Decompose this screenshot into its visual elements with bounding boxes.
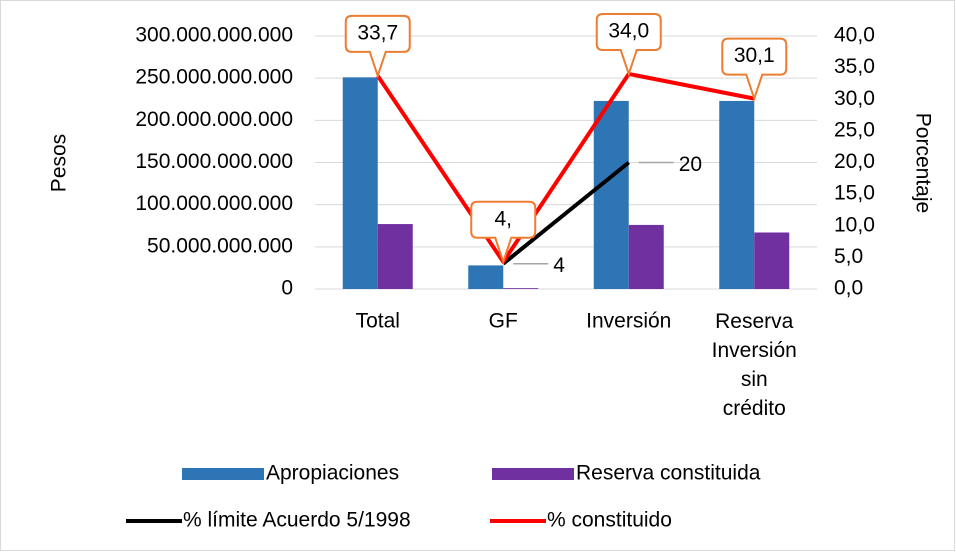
legend-label: Apropiaciones xyxy=(266,462,399,485)
legend-label: % límite Acuerdo 5/1998 xyxy=(183,509,411,532)
bar xyxy=(754,232,790,289)
y2-tick-label: 40,0 xyxy=(834,24,875,47)
y2-tick-label: 25,0 xyxy=(834,118,875,141)
y2-tick-label: 20,0 xyxy=(834,150,875,173)
y-tick-label: 0 xyxy=(281,277,293,300)
bar xyxy=(593,100,629,289)
data-label: 34,0 xyxy=(608,20,649,43)
y-tick-label: 250.000.000.000 xyxy=(135,66,293,89)
y-tick-label: 50.000.000.000 xyxy=(147,234,293,257)
y-axis-title: Pesos xyxy=(48,134,71,192)
legend-label: % constituido xyxy=(547,509,672,532)
callout xyxy=(344,14,411,80)
y-tick-label: 150.000.000.000 xyxy=(135,150,293,173)
data-label: 33,7 xyxy=(357,21,398,44)
y2-tick-label: 5,0 xyxy=(834,245,863,268)
y2-tick-label: 35,0 xyxy=(834,55,875,78)
legend-swatch xyxy=(182,468,264,480)
bar xyxy=(628,224,664,289)
y2-tick-label: 30,0 xyxy=(834,87,875,110)
y2-tick-label: 10,0 xyxy=(834,213,875,236)
legend-label: Reserva constituida xyxy=(576,462,761,485)
data-label: 30,1 xyxy=(734,44,775,67)
x-tick-label: GF xyxy=(489,310,518,333)
y2-tick-label: 0,0 xyxy=(834,277,863,300)
x-tick-label: Reserva Inversión sin crédito xyxy=(712,310,797,420)
bar xyxy=(503,288,539,289)
data-label: 4 xyxy=(553,254,565,277)
data-label: 20 xyxy=(679,153,702,176)
x-tick-label: Total xyxy=(356,310,400,333)
y2-tick-label: 15,0 xyxy=(834,182,875,205)
y-tick-label: 200.000.000.000 xyxy=(135,108,293,131)
bar xyxy=(719,100,755,289)
y-tick-label: 100.000.000.000 xyxy=(135,192,293,215)
callout xyxy=(595,13,662,78)
callout xyxy=(470,200,537,265)
line xyxy=(376,71,755,264)
y2-axis-title: Porcentaje xyxy=(911,113,934,213)
bar xyxy=(342,77,378,289)
bar xyxy=(377,224,413,289)
y-tick-label: 300.000.000.000 xyxy=(135,24,293,47)
data-label: 4, xyxy=(494,207,512,230)
legend-swatch xyxy=(492,468,574,480)
callout xyxy=(721,37,788,102)
line xyxy=(501,160,631,266)
x-tick-label: Inversión xyxy=(586,310,671,333)
bar xyxy=(468,265,504,289)
